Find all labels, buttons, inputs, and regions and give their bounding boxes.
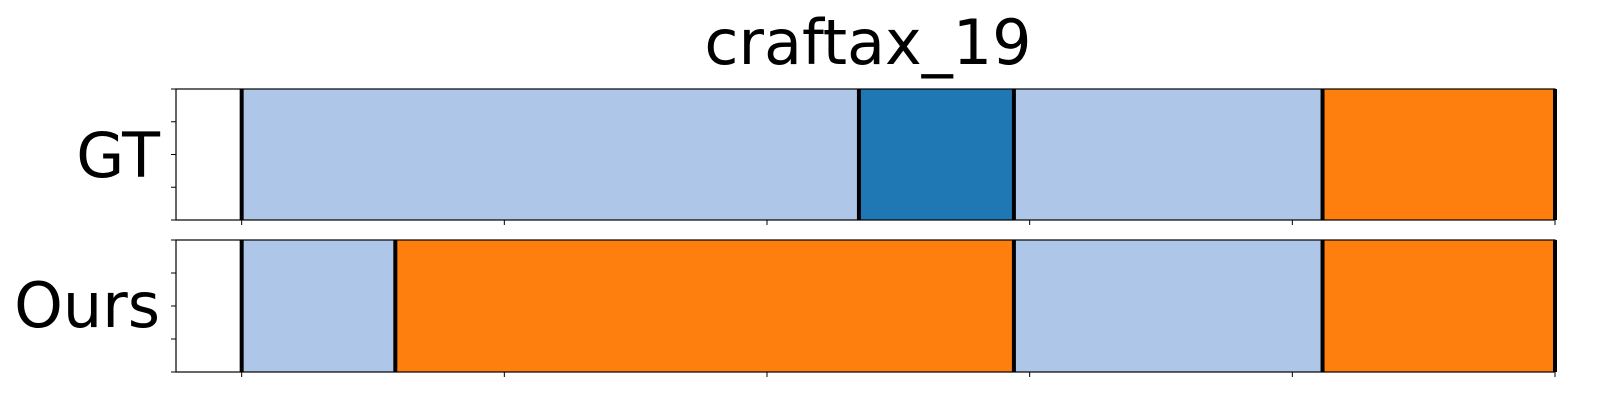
segment-bar: [395, 240, 1014, 372]
segment-bar: [1013, 240, 1323, 372]
segment-bar: [1322, 89, 1555, 220]
panel-gt: [171, 88, 1557, 225]
segment-bar: [1013, 89, 1323, 220]
segment-bar: [858, 89, 1014, 220]
panel-ours: [171, 239, 1557, 377]
chart-title: craftax_19: [704, 6, 1031, 79]
row-label-gt: GT: [76, 119, 161, 192]
segment-bar: [1322, 240, 1555, 372]
segment-bar: [241, 89, 859, 220]
row-label-ours: Ours: [14, 269, 160, 342]
segment-bar: [241, 240, 396, 372]
